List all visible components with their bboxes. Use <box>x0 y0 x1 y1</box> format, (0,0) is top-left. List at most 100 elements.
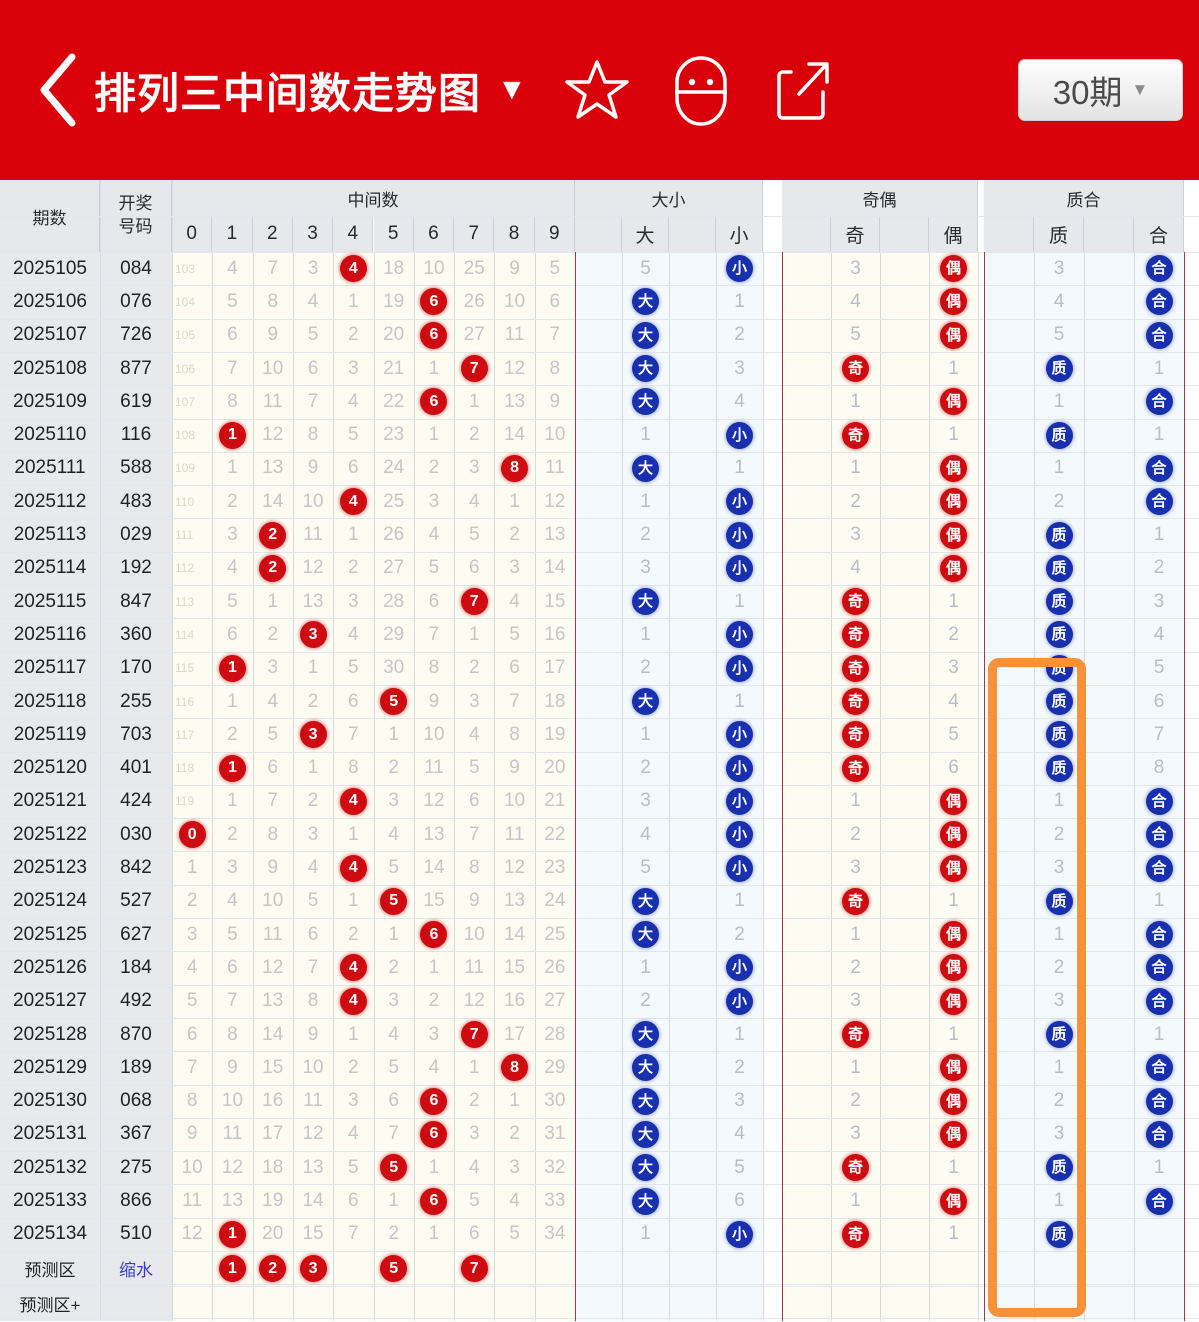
parity-header-odd[interactable]: 奇 <box>831 216 880 252</box>
table-row-code[interactable]: 866 <box>120 1190 152 1212</box>
parity-ball-even[interactable]: 偶 <box>940 321 967 349</box>
digit-header-2[interactable]: 2 <box>252 216 293 252</box>
size-ball-small[interactable]: 小 <box>726 987 753 1015</box>
table-row-code[interactable]: 084 <box>120 257 152 279</box>
prime-ball-prime[interactable]: 质 <box>1045 355 1073 383</box>
size-ball-big[interactable]: 大 <box>632 355 659 383</box>
table-row-issue[interactable]: 2025125 <box>13 923 87 945</box>
table-row-issue[interactable]: 2025131 <box>13 1123 87 1145</box>
hit-ball-digit-1[interactable]: 1 <box>218 1220 246 1248</box>
size-ball-big[interactable]: 大 <box>632 1021 659 1049</box>
prime-ball-composite[interactable]: 合 <box>1145 488 1173 516</box>
prime-header-prime[interactable]: 质 <box>1034 216 1084 252</box>
prime-ball-composite[interactable]: 合 <box>1145 921 1173 949</box>
digit-header-9[interactable]: 9 <box>534 216 575 252</box>
predict-ball-7[interactable]: 7 <box>460 1255 488 1282</box>
prime-ball-prime[interactable]: 质 <box>1045 421 1073 449</box>
predict-ball-3[interactable]: 3 <box>299 1255 327 1282</box>
size-ball-small[interactable]: 小 <box>726 787 753 815</box>
prime-ball-prime[interactable]: 质 <box>1045 588 1073 616</box>
hit-ball-digit-6[interactable]: 6 <box>420 321 448 349</box>
size-ball-big[interactable]: 大 <box>632 588 659 616</box>
table-row-issue[interactable]: 2025108 <box>13 357 87 379</box>
prime-ball-prime[interactable]: 质 <box>1045 1021 1073 1049</box>
prime-ball-composite[interactable]: 合 <box>1145 987 1173 1015</box>
parity-ball-even[interactable]: 偶 <box>940 954 967 982</box>
table-row-code[interactable]: 360 <box>120 623 152 645</box>
prime-ball-prime[interactable]: 质 <box>1045 887 1073 915</box>
hit-ball-digit-6[interactable]: 6 <box>420 1087 448 1115</box>
predict-ball-1[interactable]: 1 <box>218 1255 246 1282</box>
digit-header-5[interactable]: 5 <box>373 216 414 252</box>
size-ball-small[interactable]: 小 <box>726 821 753 849</box>
parity-ball-even[interactable]: 偶 <box>940 388 967 416</box>
parity-ball-even[interactable]: 偶 <box>940 521 967 549</box>
prime-ball-composite[interactable]: 合 <box>1145 454 1173 482</box>
table-row-code[interactable]: 029 <box>120 524 152 546</box>
table-row-code[interactable]: 275 <box>120 1156 152 1178</box>
parity-ball-even[interactable]: 偶 <box>940 854 967 882</box>
table-row-issue[interactable]: 2025134 <box>13 1223 87 1245</box>
parity-ball-odd[interactable]: 奇 <box>842 887 869 915</box>
hit-ball-digit-7[interactable]: 7 <box>460 355 488 383</box>
table-row-code[interactable]: 076 <box>120 290 152 312</box>
table-row-code[interactable]: 870 <box>120 1023 152 1045</box>
star-icon[interactable] <box>563 56 631 124</box>
size-ball-small[interactable]: 小 <box>726 854 753 882</box>
table-row-code[interactable]: 192 <box>120 557 152 579</box>
hit-ball-digit-4[interactable]: 4 <box>339 488 367 516</box>
table-row-code[interactable]: 726 <box>120 324 152 346</box>
size-header-big[interactable]: 大 <box>622 216 669 252</box>
table-row-issue[interactable]: 2025106 <box>13 290 87 312</box>
size-ball-small[interactable]: 小 <box>726 621 753 649</box>
digit-header-3[interactable]: 3 <box>292 216 334 252</box>
prime-ball-prime[interactable]: 质 <box>1045 1154 1073 1182</box>
parity-ball-odd[interactable]: 奇 <box>842 421 869 449</box>
prime-ball-prime[interactable]: 质 <box>1045 621 1073 649</box>
prime-ball-composite[interactable]: 合 <box>1145 288 1173 316</box>
size-ball-small[interactable]: 小 <box>726 1220 753 1248</box>
hit-ball-digit-8[interactable]: 8 <box>501 454 529 482</box>
digit-header-1[interactable]: 1 <box>212 216 253 252</box>
hit-ball-digit-5[interactable]: 5 <box>380 688 408 716</box>
prime-ball-prime[interactable]: 质 <box>1045 1220 1073 1248</box>
table-row-issue[interactable]: 2025130 <box>13 1090 87 1112</box>
size-ball-big[interactable]: 大 <box>632 454 659 482</box>
back-chevron-icon[interactable] <box>26 51 88 129</box>
table-row-code[interactable]: 255 <box>120 690 152 712</box>
table-row-issue[interactable]: 2025105 <box>13 257 87 279</box>
parity-ball-odd[interactable]: 奇 <box>842 1154 869 1182</box>
predict-ball-5[interactable]: 5 <box>380 1255 408 1282</box>
table-row-issue[interactable]: 2025112 <box>13 490 87 512</box>
table-row-issue[interactable]: 2025114 <box>13 557 87 579</box>
hit-ball-digit-6[interactable]: 6 <box>420 921 448 949</box>
table-row-code[interactable]: 627 <box>120 923 152 945</box>
table-row-code[interactable]: 170 <box>120 657 152 679</box>
table-row-issue[interactable]: 2025119 <box>13 723 87 745</box>
table-row-issue[interactable]: 2025132 <box>13 1156 87 1178</box>
digit-header-8[interactable]: 8 <box>494 216 535 252</box>
parity-ball-odd[interactable]: 奇 <box>842 688 869 716</box>
parity-ball-even[interactable]: 偶 <box>940 554 967 582</box>
prime-ball-prime[interactable]: 质 <box>1045 654 1073 682</box>
table-row-code[interactable]: 847 <box>120 590 152 612</box>
prime-ball-composite[interactable]: 合 <box>1145 388 1173 416</box>
hit-ball-digit-4[interactable]: 4 <box>339 787 367 815</box>
hit-ball-digit-5[interactable]: 5 <box>380 887 408 915</box>
table-row-issue[interactable]: 2025107 <box>13 324 87 346</box>
period-select[interactable]: 30期 ▼ <box>1018 59 1183 121</box>
title-dropdown-caret-icon[interactable]: ▼ <box>497 73 527 106</box>
hit-ball-digit-8[interactable]: 8 <box>501 1054 529 1082</box>
table-row-code[interactable]: 483 <box>120 490 152 512</box>
table-row-issue[interactable]: 2025111 <box>14 457 86 479</box>
table-row-code[interactable]: 030 <box>120 823 152 845</box>
hit-ball-digit-6[interactable]: 6 <box>420 288 448 316</box>
table-row-issue[interactable]: 2025116 <box>13 623 87 645</box>
hit-ball-digit-3[interactable]: 3 <box>299 621 327 649</box>
digit-header-7[interactable]: 7 <box>454 216 495 252</box>
table-row-issue[interactable]: 2025109 <box>13 390 87 412</box>
prime-ball-composite[interactable]: 合 <box>1145 787 1173 815</box>
parity-ball-even[interactable]: 偶 <box>940 787 967 815</box>
size-ball-small[interactable]: 小 <box>726 654 753 682</box>
digit-header-4[interactable]: 4 <box>333 216 374 252</box>
